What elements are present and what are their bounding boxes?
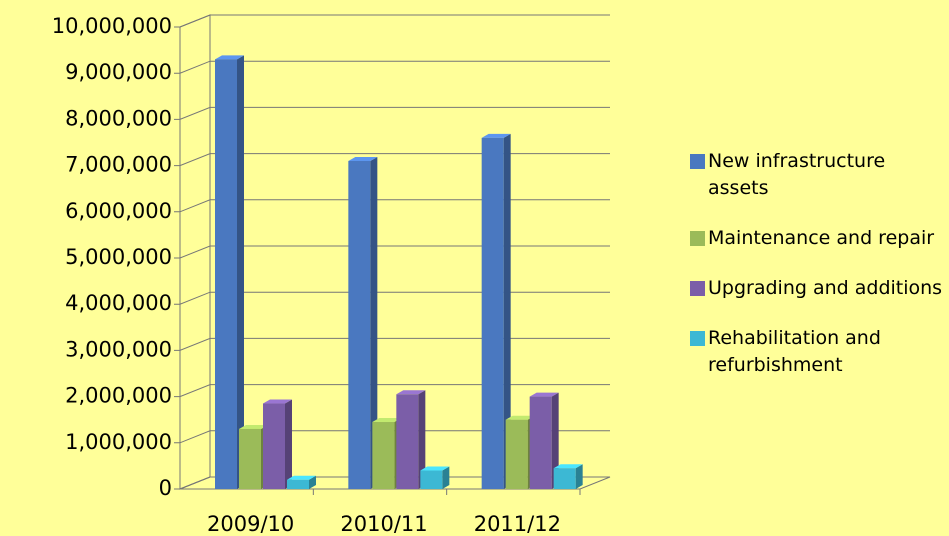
legend-item: New infrastructure assets (690, 148, 949, 202)
legend: New infrastructure assets Maintenance and… (690, 148, 949, 402)
bar-top (529, 392, 559, 397)
legend-label: Maintenance and repair (708, 227, 935, 249)
grid-line (174, 60, 610, 74)
y-tick-label: 1,000,000 (65, 430, 172, 454)
y-tick-label: 2,000,000 (65, 384, 172, 408)
bar-side (418, 390, 426, 489)
bar-top (481, 133, 511, 138)
legend-swatch (690, 281, 705, 296)
bar-side (237, 55, 244, 490)
bar-top (215, 55, 244, 60)
bar (287, 479, 309, 489)
grid-line (174, 106, 610, 120)
grid-line (174, 14, 610, 28)
grid-line (174, 337, 610, 351)
bar (529, 396, 552, 489)
bar (239, 428, 261, 489)
legend-label: New infrastructure assets (708, 150, 886, 199)
bar-top (287, 475, 316, 480)
bar-side (285, 399, 292, 489)
bar-top (420, 466, 450, 471)
y-tick-label: 10,000,000 (52, 14, 172, 38)
legend-swatch (690, 231, 705, 246)
y-tick-label: 3,000,000 (65, 337, 172, 361)
bar-side (575, 464, 583, 489)
bar-top (372, 418, 402, 423)
x-tick-label: 2010/11 (340, 512, 427, 536)
grid-line (174, 291, 610, 305)
bar-top (348, 156, 378, 161)
bar (372, 422, 395, 489)
y-tick-label: 0 (159, 476, 172, 500)
y-tick-label: 4,000,000 (65, 291, 172, 315)
grid-line (174, 245, 610, 259)
legend-label: Upgrading and additions (708, 277, 943, 299)
legend-item: Maintenance and repair (690, 225, 949, 252)
bar (215, 59, 237, 490)
y-tick-label: 7,000,000 (65, 153, 172, 177)
grid-line (174, 199, 610, 213)
bar (420, 470, 443, 489)
bar (263, 403, 285, 489)
legend-item: Rehabilitation and refurbishment (690, 325, 949, 379)
y-tick-label: 9,000,000 (65, 60, 172, 84)
y-tick-label: 6,000,000 (65, 199, 172, 223)
bar-side (442, 466, 450, 489)
bar (348, 160, 371, 490)
bar-top (263, 399, 292, 404)
bar-side (551, 392, 559, 489)
bar-side (309, 475, 316, 489)
bar-top (396, 390, 426, 395)
x-tick-label: 2009/10 (207, 512, 294, 536)
legend-swatch (690, 154, 705, 169)
legend-item: Upgrading and additions (690, 275, 949, 302)
legend-swatch (690, 331, 705, 346)
bar-side (370, 156, 378, 490)
x-tick-label: 2011/12 (474, 512, 561, 536)
bar-top (553, 464, 583, 469)
bar-top (239, 424, 268, 429)
legend-label: Rehabilitation and refurbishment (708, 327, 881, 376)
bar (481, 137, 504, 489)
y-tick-label: 5,000,000 (65, 245, 172, 269)
bar (505, 419, 528, 489)
y-tick-label: 8,000,000 (65, 106, 172, 130)
bar-side (503, 133, 511, 489)
bar (553, 468, 576, 489)
bar-top (505, 415, 535, 420)
bar (396, 394, 419, 489)
grid-line (174, 153, 610, 167)
grid-line (174, 384, 610, 398)
